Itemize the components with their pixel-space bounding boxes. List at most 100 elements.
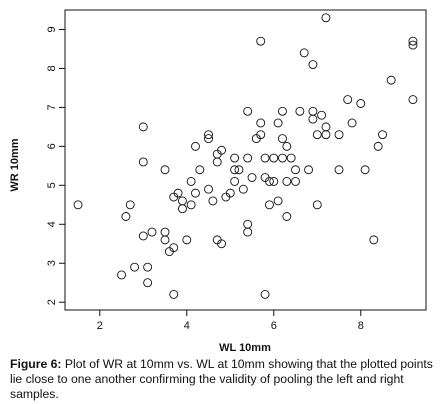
- data-point: [369, 235, 379, 245]
- data-point: [312, 130, 322, 140]
- data-point: [195, 165, 205, 175]
- data-point: [247, 173, 257, 182]
- y-tick-label: 4: [46, 221, 58, 227]
- data-point: [386, 75, 396, 85]
- data-point: [182, 235, 192, 245]
- data-point: [291, 165, 300, 175]
- data-point: [191, 141, 200, 151]
- data-point: [243, 219, 253, 229]
- data-point: [169, 289, 179, 299]
- data-point: [264, 176, 274, 186]
- data-point: [243, 227, 253, 237]
- data-point: [260, 289, 270, 299]
- data-point: [225, 188, 235, 198]
- x-axis-title: WL 10mm: [219, 342, 271, 354]
- data-point: [269, 176, 279, 186]
- x-tick-label: 8: [358, 320, 364, 332]
- data-point: [117, 270, 126, 280]
- data-point: [212, 157, 222, 167]
- y-tick-label: 2: [46, 299, 58, 305]
- x-tick-label: 6: [271, 320, 277, 332]
- y-tick-label: 9: [46, 26, 58, 32]
- data-point: [343, 95, 353, 105]
- data-point: [321, 13, 331, 23]
- x-tick-label: 2: [97, 320, 103, 332]
- y-axis-title: WR 10mm: [9, 138, 21, 191]
- data-point: [138, 157, 148, 167]
- data-point: [295, 106, 305, 116]
- data-point: [373, 141, 383, 151]
- data-point: [243, 106, 253, 116]
- y-tick-label: 7: [46, 104, 58, 110]
- data-point: [243, 153, 253, 163]
- x-tick-label: 4: [184, 320, 190, 332]
- data-point: [282, 176, 292, 186]
- data-point: [147, 227, 157, 237]
- data-point: [230, 176, 240, 186]
- data-point: [299, 48, 309, 58]
- data-point: [125, 200, 135, 210]
- figure-caption: Figure 6: Plot of WR at 10mm vs. WL at 1…: [10, 357, 436, 402]
- data-point: [138, 231, 148, 241]
- plot-frame: [64, 9, 427, 311]
- data-point: [308, 106, 318, 116]
- data-point: [186, 200, 196, 210]
- data-point: [291, 176, 300, 186]
- data-point: [321, 130, 331, 140]
- data-point: [378, 130, 387, 140]
- data-point: [143, 278, 153, 288]
- data-point: [173, 188, 183, 198]
- data-point: [160, 165, 170, 175]
- y-tick-label: 5: [46, 182, 58, 188]
- data-point: [177, 196, 187, 206]
- data-point: [217, 145, 227, 155]
- y-tick-label: 6: [46, 143, 58, 149]
- data-point: [317, 110, 327, 120]
- data-point: [256, 36, 266, 46]
- data-point: [269, 153, 279, 163]
- data-point: [408, 95, 418, 105]
- data-point: [186, 176, 196, 186]
- data-point: [143, 262, 153, 272]
- data-point: [230, 165, 240, 175]
- data-point: [121, 212, 131, 221]
- data-point: [356, 99, 366, 108]
- data-point: [177, 204, 187, 214]
- data-point: [408, 40, 418, 50]
- figure-caption-text: Plot of WR at 10mm vs. WL at 10mm showin…: [10, 357, 433, 401]
- x-axis: 2 4 6 8: [97, 310, 364, 332]
- data-point: [230, 153, 240, 163]
- data-point: [321, 122, 331, 132]
- data-point: [273, 196, 283, 206]
- data-point: [138, 122, 148, 132]
- data-point: [273, 118, 283, 128]
- figure-label: Figure 6:: [10, 357, 62, 371]
- data-point: [264, 200, 274, 210]
- data-point: [208, 196, 218, 206]
- data-points: [73, 13, 418, 299]
- y-tick-label: 3: [46, 260, 58, 266]
- data-point: [282, 212, 292, 221]
- data-point: [238, 184, 248, 194]
- data-point: [278, 134, 287, 144]
- data-point: [204, 130, 213, 140]
- data-point: [204, 184, 213, 194]
- data-point: [256, 130, 266, 140]
- y-axis: 2 3 4 5 6 7 8 9: [46, 26, 65, 305]
- data-point: [312, 200, 322, 210]
- data-point: [73, 200, 83, 210]
- data-point: [304, 165, 314, 175]
- data-point: [282, 141, 292, 151]
- data-point: [278, 106, 287, 116]
- data-point: [286, 153, 296, 163]
- data-point: [217, 239, 227, 249]
- data-point: [204, 134, 213, 144]
- data-point: [169, 243, 179, 253]
- data-point: [334, 165, 344, 175]
- data-point: [160, 235, 170, 245]
- data-point: [260, 153, 270, 163]
- y-tick-label: 8: [46, 65, 58, 71]
- data-point: [160, 227, 170, 237]
- data-point: [308, 114, 318, 124]
